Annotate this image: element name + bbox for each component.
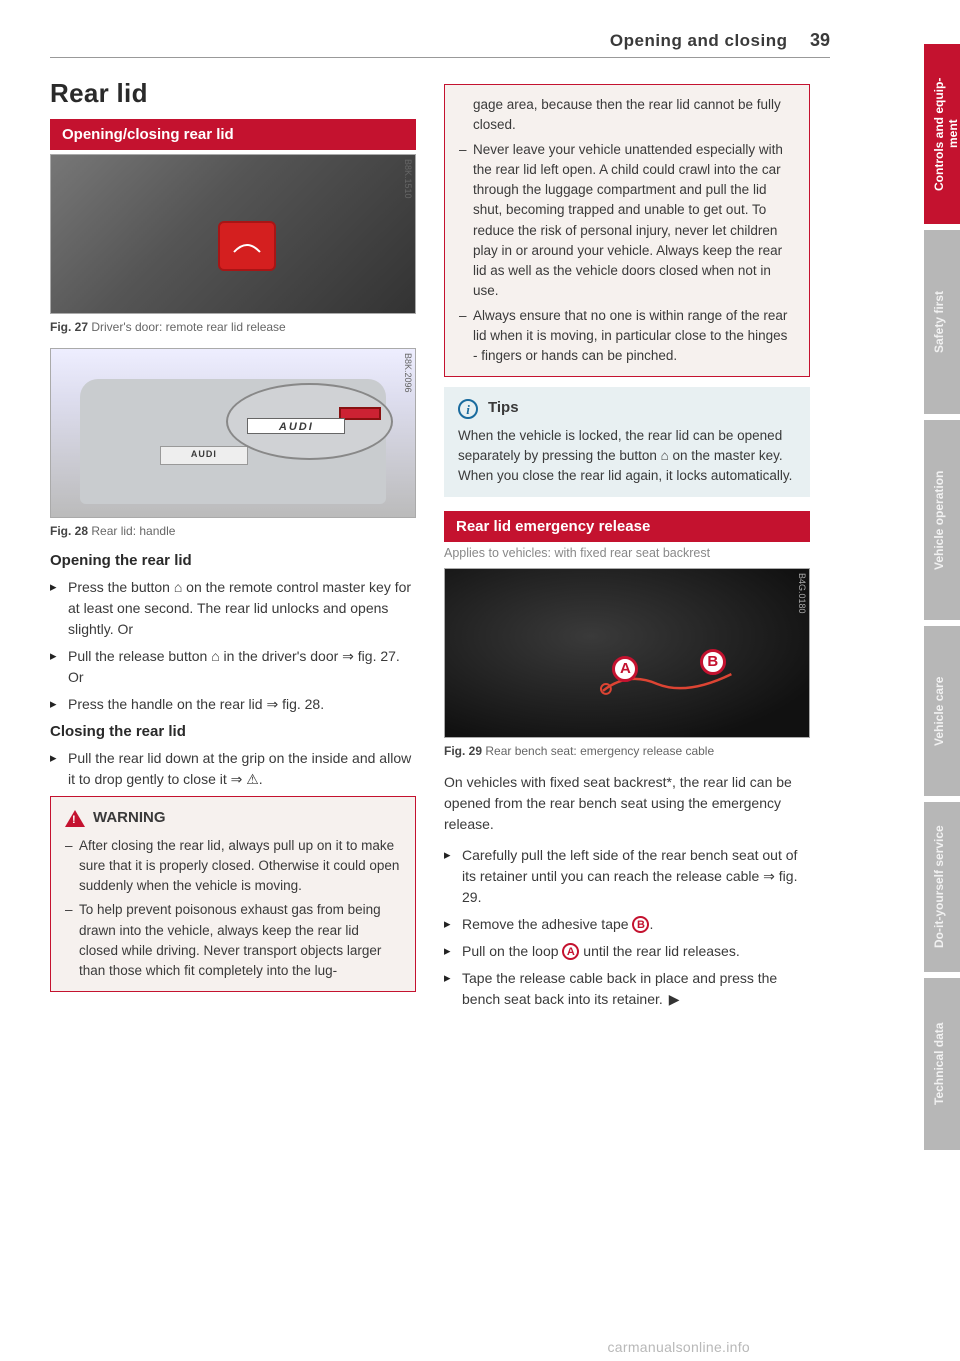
heading-opening: Opening the rear lid	[50, 552, 416, 569]
marker-b-inline: B	[632, 916, 649, 933]
tips-box: i Tips When the vehicle is locked, the r…	[444, 387, 810, 496]
warning-label: WARNING	[93, 807, 166, 830]
warning-item: Always ensure that no one is within rang…	[459, 306, 795, 367]
marker-a-inline: A	[562, 943, 579, 960]
tab-safety[interactable]: Safety first	[924, 230, 960, 414]
figure-27: B8K.1510	[50, 154, 416, 314]
license-plate: AUDI	[160, 446, 247, 464]
tab-care[interactable]: Vehicle care	[924, 626, 960, 796]
warning-item: After closing the rear lid, always pull …	[65, 836, 401, 897]
list-item: Remove the adhesive tape B.	[444, 914, 810, 935]
figure-29: B4G.0180 A B	[444, 568, 810, 738]
tips-label: Tips	[488, 397, 519, 420]
figure-28: B8K.2096 AUDI AUDI	[50, 348, 416, 518]
tab-technical[interactable]: Technical data	[924, 978, 960, 1150]
left-column: Rear lid Opening/closing rear lid B8K.15…	[50, 78, 416, 1016]
heading-closing: Closing the rear lid	[50, 723, 416, 740]
body-paragraph: On vehicles with fixed seat backrest*, t…	[444, 772, 810, 835]
heading-rear-lid: Rear lid	[50, 78, 416, 109]
zoom-circle: AUDI	[226, 383, 393, 460]
warning-title: WARNING	[65, 807, 401, 830]
page-header: Opening and closing 39	[50, 30, 830, 58]
zoom-plate: AUDI	[247, 418, 345, 434]
tips-body: When the vehicle is locked, the rear lid…	[458, 426, 796, 487]
list-item: Press the handle on the rear lid ⇒ fig. …	[50, 694, 416, 715]
list-item: Carefully pull the left side of the rear…	[444, 845, 810, 908]
right-column: gage area, because then the rear lid can…	[444, 78, 810, 1016]
info-icon: i	[458, 399, 478, 419]
applies-note: Applies to vehicles: with fixed rear sea…	[444, 546, 810, 560]
page-number: 39	[810, 30, 830, 50]
tips-title: i Tips	[458, 397, 796, 420]
sub-heading-bar: Opening/closing rear lid	[50, 119, 416, 150]
figure-29-caption: Fig. 29 Rear bench seat: emergency relea…	[444, 744, 810, 758]
warning-triangle-icon	[65, 810, 85, 827]
list-item: Press the button ⌂ on the remote control…	[50, 577, 416, 640]
figure-code: B8K.2096	[403, 353, 413, 393]
list-item: Pull on the loop A until the rear lid re…	[444, 941, 810, 962]
list-item: Pull the rear lid down at the grip on th…	[50, 748, 416, 790]
figure-28-caption: Fig. 28 Rear lid: handle	[50, 524, 416, 538]
tab-diy[interactable]: Do-it-yourself service	[924, 802, 960, 972]
sub-heading-bar-emergency: Rear lid emergency release	[444, 511, 810, 542]
page-content: Opening and closing 39 Rear lid Opening/…	[0, 0, 860, 1046]
list-item: Tape the release cable back in place and…	[444, 968, 810, 1010]
trunk-icon	[232, 238, 262, 254]
section-title: Opening and closing	[610, 31, 788, 51]
figure-code: B8K.1510	[403, 159, 413, 199]
warning-item-cont: gage area, because then the rear lid can…	[459, 95, 795, 136]
opening-steps-list: Press the button ⌂ on the remote control…	[50, 577, 416, 715]
side-nav-tabs: Controls and equip- ment Safety first Ve…	[924, 44, 960, 1150]
figure-27-caption: Fig. 27 Driver's door: remote rear lid r…	[50, 320, 416, 334]
warning-item: Never leave your vehicle unattended es­p…	[459, 140, 795, 302]
marker-b: B	[700, 649, 726, 675]
warning-box-continued: gage area, because then the rear lid can…	[444, 84, 810, 377]
warning-item: To help prevent poisonous exhaust gas fr…	[65, 900, 401, 981]
emergency-steps-list: Carefully pull the left side of the rear…	[444, 845, 810, 1010]
watermark: carmanualsonline.info	[608, 1339, 751, 1355]
continue-arrow-icon: ▶	[669, 989, 680, 1010]
closing-steps-list: Pull the rear lid down at the grip on th…	[50, 748, 416, 790]
rear-lid-release-button-illustration	[218, 221, 276, 271]
figure-code: B4G.0180	[797, 573, 807, 614]
tab-operation[interactable]: Vehicle operation	[924, 420, 960, 620]
tab-controls[interactable]: Controls and equip- ment	[924, 44, 960, 224]
warning-box: WARNING After closing the rear lid, alwa…	[50, 796, 416, 992]
two-column-layout: Rear lid Opening/closing rear lid B8K.15…	[50, 78, 810, 1016]
list-item: Pull the release button ⌂ in the driver'…	[50, 646, 416, 688]
